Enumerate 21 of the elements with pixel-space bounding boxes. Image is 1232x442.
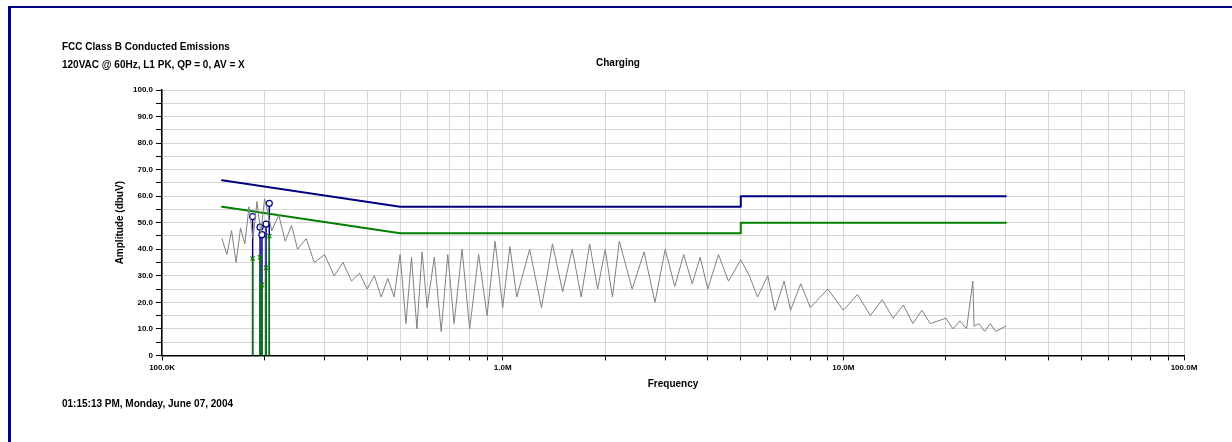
y-tick-label: 70.0: [137, 164, 154, 174]
chart-subtitle: 120VAC @ 60Hz, L1 PK, QP = 0, AV = X: [62, 59, 245, 70]
y-tick-label: 60.0: [137, 191, 154, 201]
y-tick-label: 100.0: [132, 85, 154, 95]
text: Charging: [596, 57, 640, 68]
y-tick-label: 90.0: [137, 111, 154, 121]
y-axis-title: Amplitude (dbuV): [113, 181, 125, 265]
y-tick-label: 0: [148, 350, 154, 360]
y-tick-label: 10.0: [137, 324, 154, 334]
x-axis-title: Frequency: [647, 377, 699, 389]
y-tick-label: 50.0: [137, 217, 154, 227]
y-tick-label: 40.0: [137, 244, 154, 254]
x-tick-label: 100.0M: [1170, 363, 1198, 373]
x-tick-label: 100.0K: [149, 363, 176, 373]
y-tick-label: 80.0: [137, 138, 154, 148]
text: 01:15:13 PM, Monday, June 07, 2004: [62, 398, 234, 409]
x-tick-label: 1.0M: [493, 363, 512, 373]
chart-title: FCC Class B Conducted Emissions: [62, 41, 230, 52]
y-tick-label: 20.0: [137, 297, 154, 307]
y-tick-label: 30.0: [137, 270, 154, 280]
x-tick-label: 10.0M: [832, 363, 855, 373]
